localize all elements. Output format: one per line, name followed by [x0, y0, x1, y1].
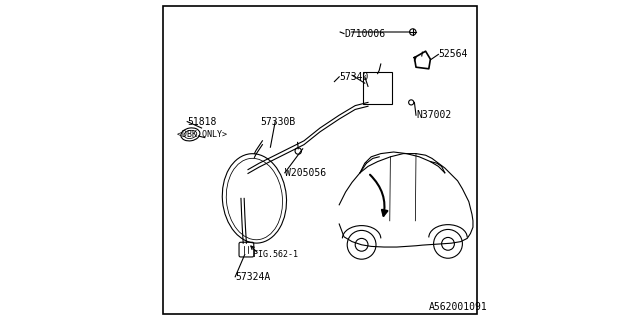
Text: N37002: N37002 [416, 110, 451, 120]
Text: 52564: 52564 [438, 49, 468, 60]
Text: 57330B: 57330B [261, 116, 296, 127]
Text: D710006: D710006 [344, 28, 385, 39]
Text: <DBK ONLY>: <DBK ONLY> [177, 130, 227, 139]
Text: W205056: W205056 [285, 168, 326, 178]
Text: FIG.562-1: FIG.562-1 [253, 250, 298, 259]
Text: 57340: 57340 [339, 72, 369, 82]
Text: 51818: 51818 [187, 116, 216, 127]
Text: A562001091: A562001091 [429, 302, 488, 312]
Text: 57324A: 57324A [236, 272, 271, 282]
